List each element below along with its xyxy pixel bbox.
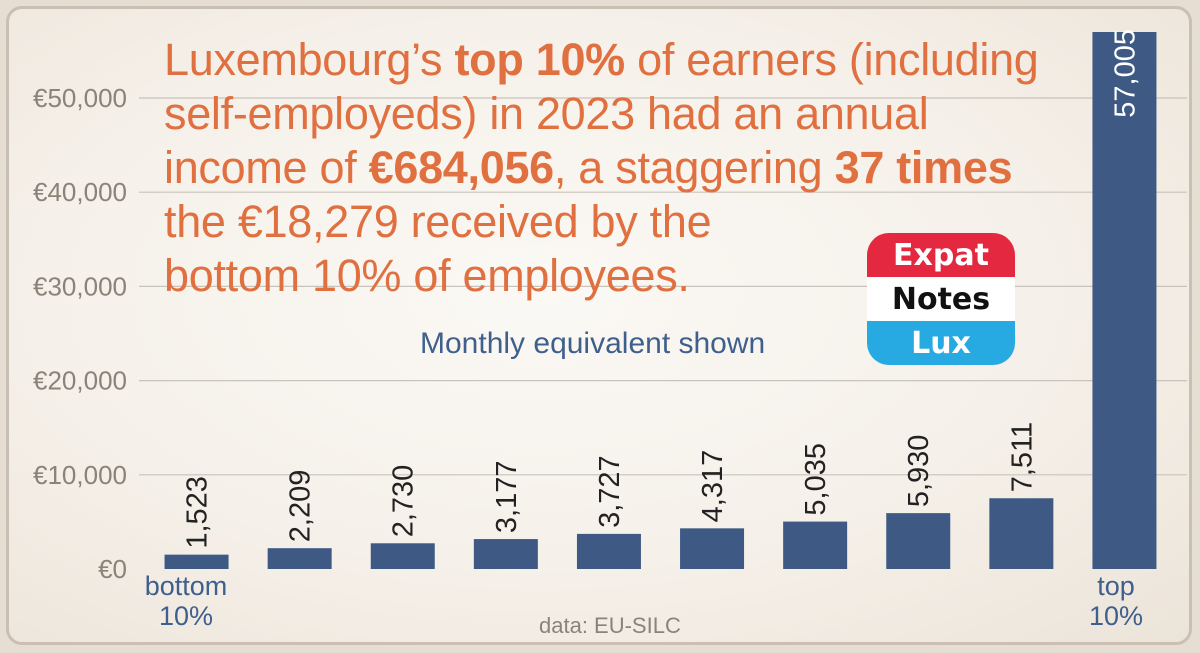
bar-value-label: 5,930 bbox=[903, 435, 935, 508]
category-label-bottom: bottom 10% bbox=[144, 571, 228, 631]
category-label-top: top 10% bbox=[1088, 571, 1144, 631]
bar bbox=[164, 554, 229, 569]
headline-highlight-top: top 10% bbox=[454, 34, 625, 85]
logo-line-expat: Expat bbox=[867, 233, 1015, 277]
bar-value-label: 1,523 bbox=[182, 476, 214, 549]
headline: Luxembourg’s top 10% of earners (includi… bbox=[164, 34, 1039, 301]
y-tick-label: €20,000 bbox=[33, 366, 127, 396]
bar-value-label: 2,730 bbox=[388, 465, 420, 538]
y-tick-label: €0 bbox=[98, 554, 127, 584]
headline-highlight-income: €684,056 bbox=[368, 142, 555, 193]
y-tick-label: €40,000 bbox=[33, 177, 127, 207]
bar bbox=[576, 533, 641, 569]
bar bbox=[989, 498, 1054, 569]
headline-highlight-ratio: 37 times bbox=[834, 142, 1013, 193]
chart-subtitle: Monthly equivalent shown bbox=[420, 327, 766, 360]
logo-line-lux: Lux bbox=[867, 321, 1015, 365]
data-source: data: EU-SILC bbox=[539, 613, 681, 638]
logo-line-notes: Notes bbox=[867, 277, 1015, 321]
bar-value-label: 4,317 bbox=[697, 450, 729, 523]
bar bbox=[1092, 32, 1157, 569]
chart-frame: €0 €10,000 €20,000 €30,000 €40,000 €50,000 1,5… bbox=[6, 6, 1192, 645]
bar bbox=[783, 521, 848, 569]
bar bbox=[370, 543, 435, 569]
bar-value-label: 7,511 bbox=[1006, 422, 1038, 492]
bar-value-label: 2,209 bbox=[285, 470, 317, 543]
bar bbox=[886, 513, 951, 569]
bar-value-label: 3,177 bbox=[491, 460, 523, 533]
y-tick-label: €30,000 bbox=[33, 271, 127, 301]
y-tick-label: €50,000 bbox=[33, 83, 127, 113]
bar bbox=[680, 528, 745, 569]
expat-notes-lux-logo: Expat Notes Lux bbox=[867, 233, 1015, 365]
bar bbox=[267, 548, 332, 569]
bar-chart: €0 €10,000 €20,000 €30,000 €40,000 €50,000 1,5… bbox=[33, 29, 1187, 584]
y-tick-label: €10,000 bbox=[33, 460, 127, 490]
bar-value-label: 3,727 bbox=[594, 455, 626, 528]
bar-value-label: 5,035 bbox=[800, 443, 832, 516]
bar bbox=[473, 539, 538, 569]
bar-value-label: 57,005 bbox=[1109, 29, 1141, 118]
